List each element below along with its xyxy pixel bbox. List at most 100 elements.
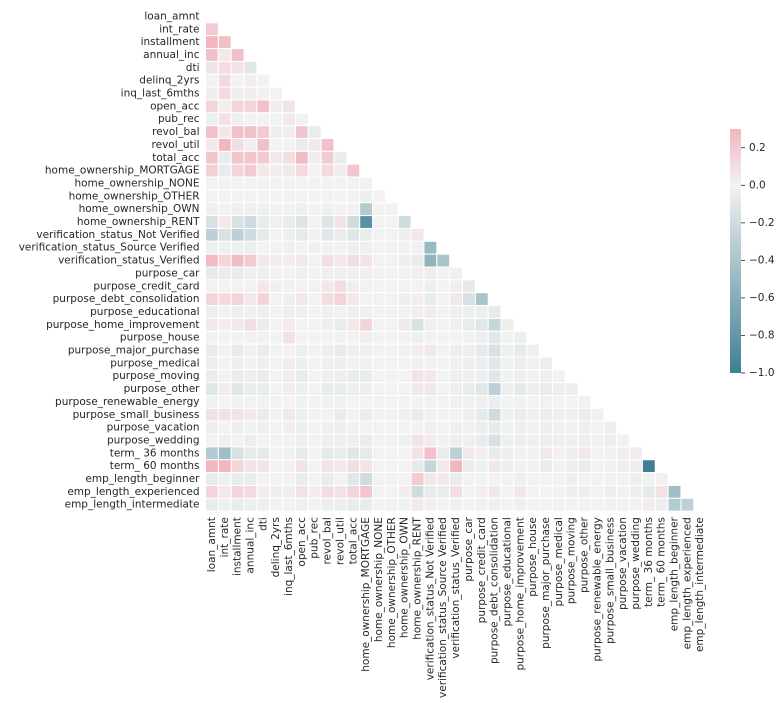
- heatmap-cell: [410, 497, 425, 512]
- heatmap-cell: [243, 279, 258, 294]
- heatmap-cell: [346, 356, 361, 371]
- heatmap-cell: [217, 420, 232, 435]
- heatmap-cell: [641, 497, 656, 512]
- heatmap-cell: [230, 176, 245, 191]
- y-tick-label: int_rate: [159, 23, 199, 35]
- heatmap-cell: [436, 382, 451, 396]
- heatmap-cell: [629, 484, 643, 499]
- heatmap-cell: [526, 407, 541, 422]
- heatmap-cell: [256, 163, 271, 178]
- heatmap-cell: [474, 343, 489, 358]
- heatmap-cell: [307, 202, 322, 217]
- heatmap-cell: [256, 395, 271, 409]
- heatmap-cell: [205, 395, 219, 409]
- heatmap-cell: [320, 497, 335, 512]
- heatmap-cell: [294, 240, 309, 255]
- heatmap-cell: [243, 472, 258, 486]
- heatmap-cell: [205, 150, 219, 165]
- heatmap-cell: [217, 317, 232, 332]
- heatmap-cell: [397, 215, 412, 229]
- heatmap-cell: [462, 459, 476, 474]
- heatmap-cell: [333, 330, 348, 345]
- heatmap-cell: [616, 433, 631, 448]
- heatmap-cell: [487, 382, 502, 396]
- heatmap-cell: [513, 472, 528, 486]
- heatmap-cell: [590, 459, 605, 474]
- heatmap-cell: [616, 497, 631, 512]
- heatmap-cell: [205, 407, 219, 422]
- x-tick-label: purpose_home_improvement: [514, 517, 526, 670]
- heatmap-cell: [217, 369, 232, 384]
- heatmap-cell: [294, 215, 309, 229]
- heatmap-cell: [590, 446, 605, 461]
- heatmap-cell: [205, 459, 219, 474]
- heatmap-cell: [333, 420, 348, 435]
- heatmap-cell: [217, 176, 232, 191]
- heatmap-cell: [449, 279, 463, 294]
- heatmap-cell: [487, 497, 502, 512]
- heatmap-cell: [217, 163, 232, 178]
- heatmap-cell: [269, 138, 284, 152]
- heatmap-cell: [551, 472, 566, 486]
- heatmap-cell: [384, 369, 399, 384]
- heatmap-cell: [372, 420, 386, 435]
- heatmap-cell: [256, 138, 271, 152]
- heatmap-cell: [372, 433, 386, 448]
- heatmap-cell: [282, 240, 296, 255]
- heatmap-cell: [307, 279, 322, 294]
- heatmap-cell: [205, 125, 219, 140]
- heatmap-cell: [333, 202, 348, 217]
- heatmap-cell: [526, 433, 541, 448]
- heatmap-cell: [346, 446, 361, 461]
- heatmap-cell: [333, 484, 348, 499]
- heatmap-cell: [333, 407, 348, 422]
- heatmap-cell: [603, 472, 618, 486]
- heatmap-cell: [500, 433, 515, 448]
- x-tick-label: verification_status_Source Verified: [437, 517, 449, 698]
- heatmap-cell: [282, 253, 296, 268]
- heatmap-cell: [256, 382, 271, 396]
- heatmap-cell: [217, 484, 232, 499]
- heatmap-cell: [230, 382, 245, 396]
- heatmap-cell: [539, 433, 553, 448]
- heatmap-cell: [320, 202, 335, 217]
- heatmap-cell: [230, 227, 245, 242]
- heatmap-cell: [282, 484, 296, 499]
- heatmap-cell: [410, 472, 425, 486]
- heatmap-cell: [654, 472, 669, 486]
- heatmap-cell: [205, 163, 219, 178]
- heatmap-cell: [217, 292, 232, 307]
- heatmap-cell: [230, 472, 245, 486]
- heatmap-cell: [526, 472, 541, 486]
- heatmap-cell: [500, 484, 515, 499]
- heatmap-cell: [551, 446, 566, 461]
- x-tick-label: term_ 60 months: [656, 517, 668, 607]
- y-tick-label: home_ownership_OWN: [79, 203, 200, 215]
- y-tick-label: term_ 60 months: [110, 460, 200, 472]
- heatmap-cell: [320, 138, 335, 152]
- heatmap-cell: [256, 446, 271, 461]
- y-tick-label: loan_amnt: [144, 10, 199, 22]
- heatmap-cell: [359, 382, 374, 396]
- heatmap-cell: [410, 343, 425, 358]
- heatmap-cell: [397, 433, 412, 448]
- heatmap-cell: [307, 150, 322, 165]
- heatmap-cell: [256, 459, 271, 474]
- heatmap-cell: [346, 472, 361, 486]
- heatmap-cell: [230, 420, 245, 435]
- heatmap-cell: [256, 343, 271, 358]
- heatmap-cell: [423, 266, 438, 281]
- heatmap-cell: [217, 407, 232, 422]
- y-tick-label: purpose_house: [120, 332, 200, 344]
- heatmap-cell: [205, 279, 219, 294]
- y-tick-label: purpose_moving: [112, 370, 199, 382]
- heatmap-cell: [230, 407, 245, 422]
- heatmap-cell: [629, 459, 643, 474]
- heatmap-cell: [320, 343, 335, 358]
- heatmap-cell: [282, 472, 296, 486]
- heatmap-cell: [526, 382, 541, 396]
- heatmap-cell: [243, 420, 258, 435]
- heatmap-cell: [269, 382, 284, 396]
- heatmap-cell: [217, 60, 232, 75]
- heatmap-cell: [217, 138, 232, 152]
